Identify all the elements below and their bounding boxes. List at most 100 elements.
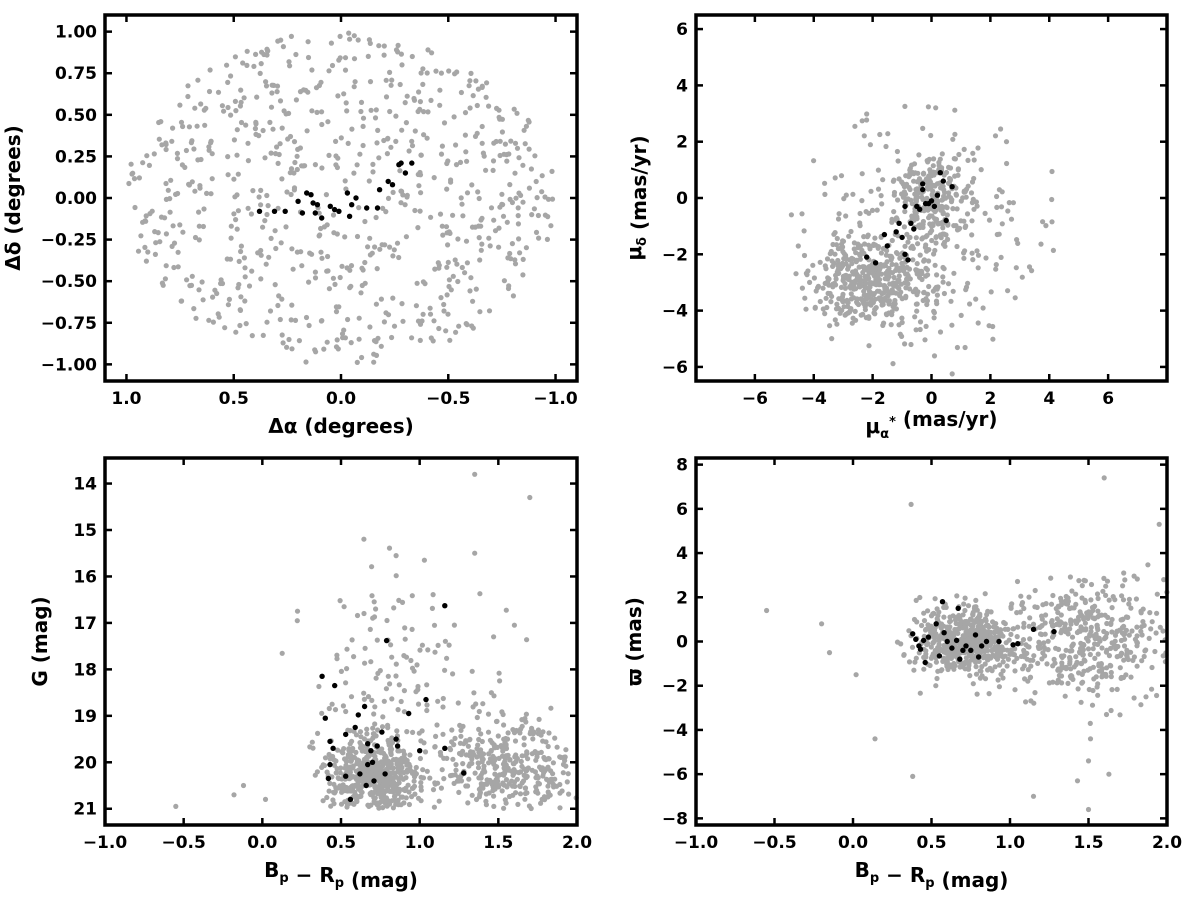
x-tick-label: 2.0 bbox=[1152, 833, 1182, 853]
field-point bbox=[464, 158, 470, 164]
field-point bbox=[945, 180, 952, 186]
field-point bbox=[466, 776, 472, 782]
field-point bbox=[191, 306, 197, 312]
field-point bbox=[238, 99, 244, 105]
field-point bbox=[332, 707, 339, 713]
field-point bbox=[902, 208, 908, 215]
field-point bbox=[264, 319, 270, 325]
field-point bbox=[849, 261, 855, 267]
field-point bbox=[820, 306, 826, 312]
field-point bbox=[1003, 139, 1010, 145]
field-point bbox=[256, 133, 262, 139]
field-point bbox=[180, 123, 186, 130]
field-point bbox=[511, 106, 517, 112]
field-point bbox=[289, 302, 295, 308]
field-point bbox=[334, 652, 340, 658]
field-point bbox=[1011, 626, 1017, 632]
field-point bbox=[843, 272, 849, 278]
field-point bbox=[888, 253, 894, 259]
field-point bbox=[1098, 668, 1105, 674]
field-point bbox=[424, 135, 430, 141]
field-point bbox=[366, 37, 372, 43]
field-point bbox=[1056, 672, 1062, 679]
field-point bbox=[446, 283, 452, 290]
field-point bbox=[1039, 613, 1045, 619]
field-point bbox=[399, 127, 405, 133]
field-point bbox=[938, 668, 944, 674]
field-point bbox=[143, 218, 149, 224]
field-point bbox=[1160, 653, 1166, 659]
field-point bbox=[964, 618, 970, 625]
field-point bbox=[931, 315, 937, 321]
field-point bbox=[442, 667, 448, 673]
field-point bbox=[251, 63, 257, 69]
field-point bbox=[496, 784, 502, 790]
field-point bbox=[996, 684, 1003, 690]
x-tick-label: 1.0 bbox=[405, 833, 435, 853]
field-point bbox=[878, 250, 885, 256]
field-point bbox=[945, 222, 951, 228]
field-point bbox=[1079, 583, 1085, 589]
field-point bbox=[483, 798, 489, 804]
field-point bbox=[832, 317, 838, 323]
field-point bbox=[948, 655, 955, 662]
field-point bbox=[1001, 619, 1007, 626]
field-point bbox=[464, 190, 471, 196]
field-point bbox=[862, 241, 868, 247]
field-point bbox=[883, 252, 890, 258]
field-point bbox=[379, 242, 385, 248]
field-point bbox=[466, 83, 472, 89]
field-point bbox=[368, 790, 374, 796]
field-point bbox=[1062, 693, 1068, 699]
field-point bbox=[407, 752, 413, 758]
field-point bbox=[356, 758, 362, 764]
field-point bbox=[380, 763, 386, 769]
field-point bbox=[368, 659, 374, 665]
field-point bbox=[385, 673, 391, 679]
member-point bbox=[357, 771, 363, 777]
field-point bbox=[1092, 636, 1098, 642]
field-point bbox=[1157, 624, 1163, 630]
field-point bbox=[1134, 624, 1140, 630]
field-point bbox=[243, 122, 249, 128]
field-point bbox=[1141, 622, 1147, 629]
field-point bbox=[522, 141, 528, 147]
field-point bbox=[460, 723, 466, 730]
y-tick-label: −0.75 bbox=[41, 314, 97, 334]
field-point bbox=[876, 282, 882, 288]
field-point bbox=[954, 206, 960, 212]
field-point bbox=[1126, 632, 1132, 638]
field-point bbox=[391, 793, 398, 800]
field-point bbox=[815, 283, 822, 289]
field-point bbox=[431, 804, 437, 810]
field-point bbox=[1005, 288, 1011, 294]
field-point bbox=[913, 327, 919, 333]
field-point bbox=[450, 273, 456, 279]
field-point bbox=[452, 71, 458, 77]
member-point bbox=[896, 220, 902, 226]
field-point bbox=[1095, 608, 1101, 614]
field-point bbox=[470, 325, 476, 331]
field-point bbox=[938, 625, 944, 631]
field-point bbox=[967, 673, 973, 679]
field-point bbox=[159, 142, 165, 148]
field-point bbox=[196, 223, 202, 229]
field-point bbox=[496, 755, 502, 762]
field-point bbox=[502, 797, 508, 803]
field-point bbox=[244, 48, 250, 54]
field-point bbox=[799, 285, 806, 291]
field-point bbox=[951, 156, 957, 162]
field-point bbox=[1015, 624, 1021, 630]
field-point bbox=[262, 796, 269, 803]
field-point bbox=[177, 102, 183, 108]
field-point bbox=[1108, 620, 1114, 626]
field-point bbox=[398, 698, 404, 705]
field-point bbox=[974, 248, 980, 254]
field-point bbox=[219, 103, 225, 109]
field-point bbox=[504, 219, 510, 225]
field-point bbox=[1042, 620, 1048, 626]
field-point bbox=[970, 257, 976, 263]
field-point bbox=[420, 311, 426, 317]
field-point bbox=[920, 196, 926, 202]
